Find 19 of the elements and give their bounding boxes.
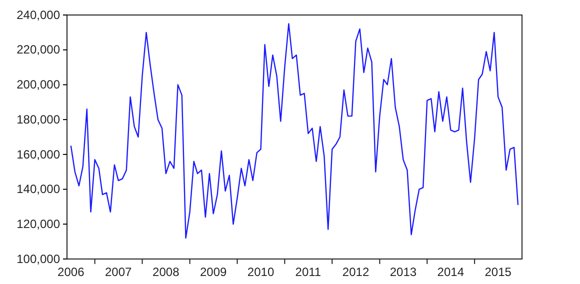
- y-tick-label: 120,000: [16, 216, 60, 231]
- x-tick-label: 2006: [58, 265, 85, 279]
- y-tick-label: 100,000: [16, 252, 60, 266]
- y-tick-label: 240,000: [16, 8, 60, 22]
- x-tick-label: 2007: [104, 265, 132, 279]
- x-tick-label: 2009: [200, 265, 228, 279]
- x-tick-label: 2008: [152, 265, 180, 279]
- x-tick-label: 2010: [247, 265, 274, 279]
- y-tick-label: 160,000: [16, 147, 60, 162]
- y-tick-label: 140,000: [16, 182, 60, 196]
- x-tick-label: 2013: [390, 265, 417, 279]
- y-tick-label: 220,000: [16, 42, 60, 57]
- x-tick-label: 2014: [437, 265, 464, 279]
- line-series: [70, 23, 519, 239]
- x-tick-label: 2015: [484, 265, 512, 279]
- x-tick-label: 2012: [342, 265, 370, 279]
- y-tick-label: 180,000: [16, 112, 60, 126]
- x-tick-label: 2011: [295, 265, 322, 279]
- y-tick-label: 200,000: [16, 78, 60, 92]
